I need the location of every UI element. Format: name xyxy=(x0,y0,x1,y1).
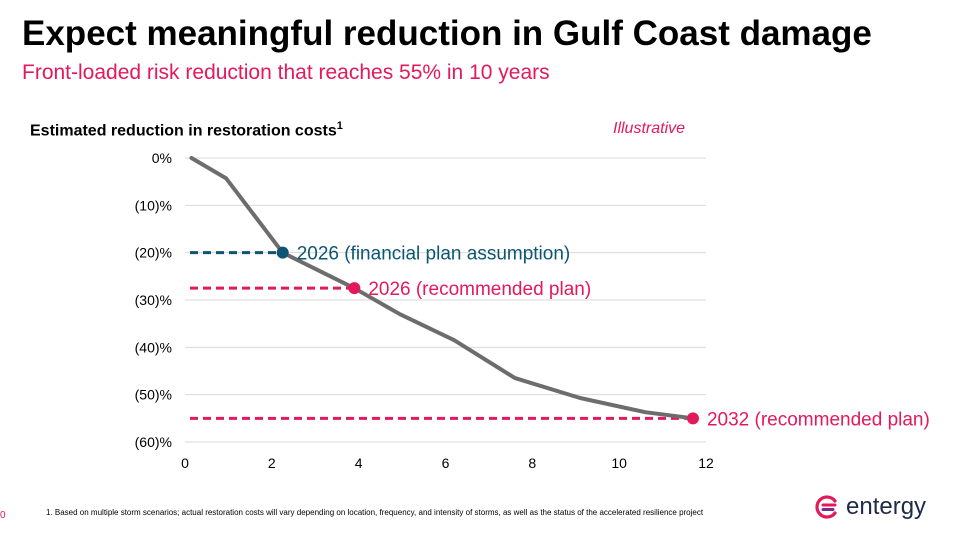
entergy-e-icon xyxy=(815,495,837,519)
brand-name: entergy xyxy=(846,493,927,520)
x-tick-label: 0 xyxy=(181,455,189,471)
y-tick-label: (10)% xyxy=(135,197,172,213)
y-tick-label: (50)% xyxy=(135,387,172,403)
y-tick-label: (20)% xyxy=(135,245,172,261)
edge-mark: 0 xyxy=(0,510,6,521)
y-tick-label: 0% xyxy=(152,150,172,166)
footnote-marker: 1 xyxy=(336,120,343,132)
chart-title-text: Estimated reduction in restoration costs xyxy=(30,122,337,140)
page-subtitle: Front-loaded risk reduction that reaches… xyxy=(22,61,550,84)
x-tick-label: 12 xyxy=(698,455,714,471)
page-title: Expect meaningful reduction in Gulf Coas… xyxy=(22,14,872,53)
annotation-label: 2032 (recommended plan) xyxy=(707,409,930,430)
data-point-marker xyxy=(276,246,289,259)
line-chart: 0% (10)% (20)% (30)% (40)% (50)% (60)% 0 2 4 6 8 10 1… xyxy=(135,150,930,471)
x-tick-label: 6 xyxy=(442,455,450,471)
x-tick-label: 10 xyxy=(611,455,627,471)
illustrative-label: Illustrative xyxy=(613,120,686,137)
annotation-label: 2026 (financial plan assumption) xyxy=(297,244,571,265)
x-tick-label: 2 xyxy=(268,455,276,471)
data-point-marker xyxy=(348,282,361,295)
x-tick-label: 4 xyxy=(355,455,363,471)
series-line xyxy=(189,156,695,421)
footnote: 1. Based on multiple storm scenarios; ac… xyxy=(46,508,704,517)
x-tick-label: 8 xyxy=(528,455,536,471)
annotation-label: 2026 (recommended plan) xyxy=(368,279,591,300)
y-tick-label: (30)% xyxy=(135,292,172,308)
brand-logo: entergy xyxy=(814,493,926,521)
chart-title: Estimated reduction in restoration costs… xyxy=(30,120,343,140)
y-tick-label: (40)% xyxy=(135,339,172,355)
data-point-marker xyxy=(686,412,699,425)
y-tick-label: (60)% xyxy=(135,434,172,450)
